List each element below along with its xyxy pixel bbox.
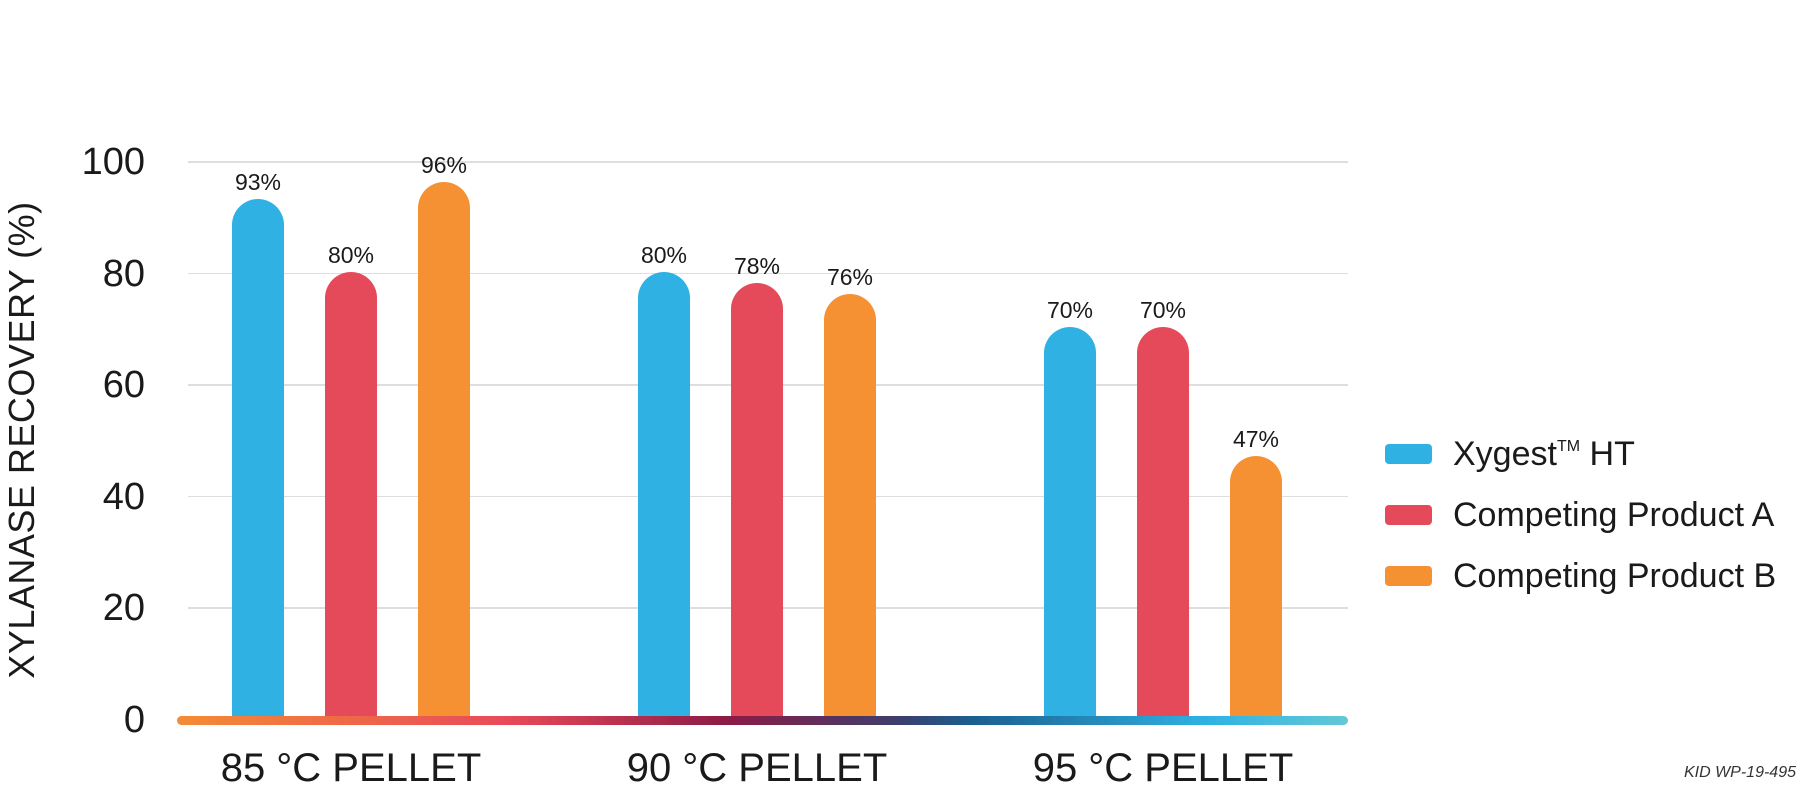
- x-category-label: 95 °C PELLET: [1032, 746, 1294, 790]
- footnote-code: KID WP-19-495: [1683, 764, 1796, 781]
- bar-value-label: 80%: [640, 241, 688, 268]
- bar: [1230, 455, 1282, 720]
- x-category-label: 90 °C PELLET: [626, 746, 888, 790]
- legend-swatch-red: [1385, 505, 1432, 525]
- legend-label: XygestTM HT: [1453, 434, 1635, 473]
- y-tick-label: 80: [102, 252, 145, 295]
- legend-item-competing-a: Competing Product A: [1385, 495, 1774, 535]
- bar-value-label: 70%: [1046, 297, 1094, 324]
- bar: [1137, 327, 1189, 720]
- y-tick-label: 0: [123, 699, 145, 741]
- bar: [824, 293, 876, 720]
- gridline: [188, 272, 1348, 275]
- bar: [418, 182, 470, 720]
- bar: [325, 271, 377, 720]
- y-tick-label: 20: [102, 587, 145, 630]
- y-tick-label: 40: [102, 475, 145, 518]
- x-axis-baseline: [177, 716, 1348, 725]
- gridline: [188, 161, 1348, 163]
- bar-value-label: 70%: [1139, 297, 1187, 324]
- legend-label: Competing Product B: [1453, 556, 1777, 595]
- legend-label: Competing Product A: [1453, 495, 1775, 534]
- legend-item-competing-b: Competing Product B: [1385, 556, 1776, 596]
- bar: [731, 282, 783, 720]
- x-category-label: 85 °C PELLET: [220, 746, 482, 790]
- bar-value-label: 96%: [420, 152, 468, 179]
- bar-value-label: 78%: [733, 252, 781, 279]
- legend-swatch-orange: [1385, 566, 1432, 586]
- legend-swatch-blue: [1385, 444, 1432, 464]
- y-tick-label: 60: [102, 364, 145, 407]
- bar: [232, 199, 284, 720]
- bar-value-label: 76%: [826, 263, 874, 290]
- bar-value-label: 80%: [327, 241, 375, 268]
- bar: [1044, 327, 1096, 720]
- legend-item-xygest: XygestTM HT: [1385, 434, 1635, 474]
- y-axis-label: XYLANASE RECOVERY (%): [1, 201, 42, 679]
- bar-value-label: 47%: [1232, 425, 1280, 452]
- bar: [638, 271, 690, 720]
- y-tick-label: 100: [81, 141, 145, 183]
- bar-value-label: 93%: [234, 169, 282, 196]
